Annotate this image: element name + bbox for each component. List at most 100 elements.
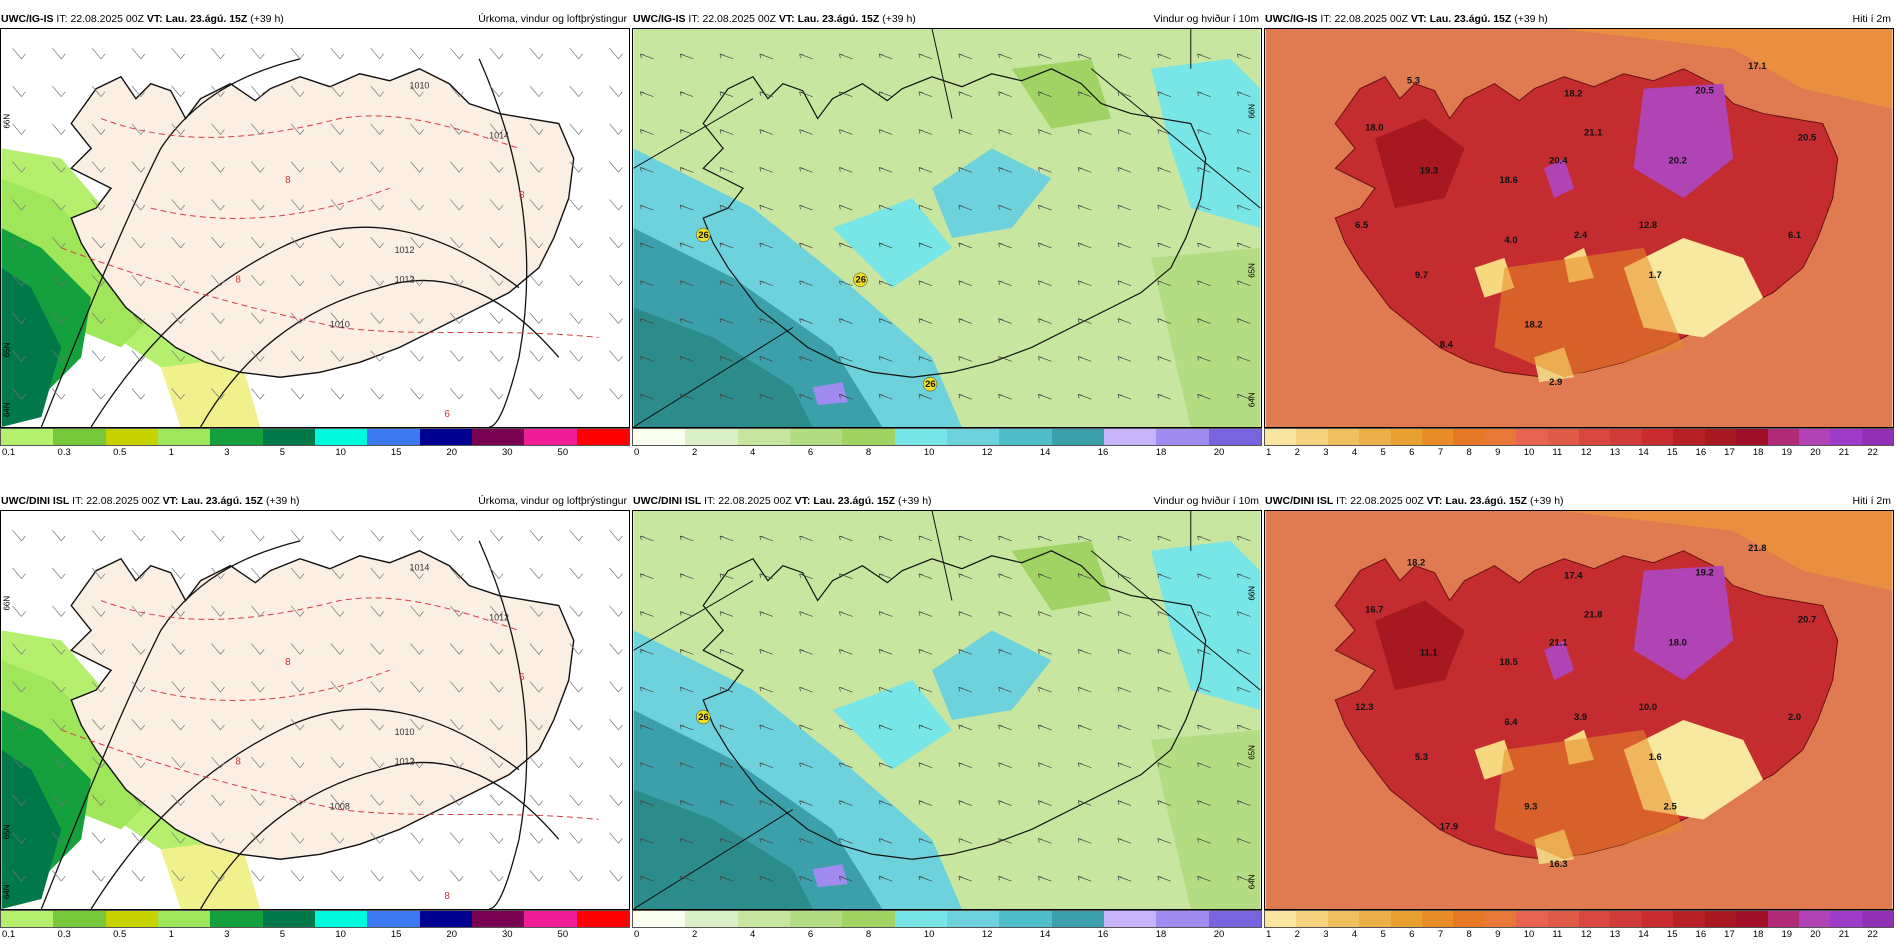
it-text: 22.08.2025 00Z [718,495,792,507]
wind-barb [759,838,773,844]
wind-barb [52,529,66,542]
colorbar-swatch [1579,429,1611,445]
colorbar-tick-label: 4 [749,447,756,458]
wind-barb [1077,838,1092,844]
latitude-label: 65N [1247,745,1256,760]
wind-barb [839,394,853,400]
it-label-text: IT: [1336,495,1348,507]
wind-barb [52,47,66,60]
wind-barb [679,573,694,579]
wind-barb [1038,573,1052,579]
wind-barb [91,237,106,249]
colorbar-tick-label: 15 [1666,447,1678,458]
wind-barb [1157,686,1171,693]
contour-label: 8 [285,657,291,668]
colorbar-tick-label: 3 [224,447,230,458]
contour-label: 1008 [330,802,350,812]
wind-barb [91,643,106,655]
wind-barb [171,161,185,173]
map-area[interactable]: 1010 1014 1012 1012 1010 8 8 8 6 66N 65N 64N [0,28,630,428]
wind-barb [878,800,893,806]
wind-barb [1197,535,1211,542]
colorbar-tick-label: 30 [501,447,513,458]
wind-barb [370,567,384,579]
colorbar-tick-label: 50 [557,447,569,458]
map-area[interactable]: 26 26 26 66N 65N 64N [632,28,1262,428]
wind-barb [370,681,384,693]
wind-barb [998,129,1012,135]
wind-barb [679,356,694,362]
vt-text: Lau. 23.ágú. 15Z [797,13,880,25]
vt-label-text: VT: [162,495,179,507]
wind-barb [759,356,773,362]
wind-barb [529,643,544,655]
wind-barb [211,681,225,693]
wind-barb [489,567,504,579]
wind-barb [171,199,185,211]
wind-barb [609,605,623,617]
wind-barb [1197,356,1211,362]
wind-barb [52,350,66,362]
map-area[interactable]: 1014 1012 1012 1010 1008 8 8 6 8 66N 65N 64N [0,510,630,910]
wind-barb [211,870,225,882]
map-panel-precip: UWC/DINI ISL IT: 22.08.2025 00Z VT: Lau.… [0,492,630,947]
wind-barb [679,838,694,844]
wind-barb [679,686,694,693]
vt-text: Lau. 23.ágú. 15Z [1445,495,1528,507]
vt-label-text: VT: [1410,13,1427,25]
colorbar-swatch [53,911,106,927]
wind-barb [12,388,26,400]
colorbar-swatch [1861,429,1894,445]
wind-barb [131,388,146,400]
colorbar-tick-label: 17 [1724,929,1735,940]
wind-barb [839,129,853,135]
vt-text: Lau. 23.ágú. 15Z [1429,13,1512,25]
wind-barb [1157,280,1171,287]
wind-barb [12,870,26,882]
colorbar-swatch [1,429,54,445]
wind-barb [1237,394,1251,400]
wind-barb [370,47,384,60]
run-info: UWC/DINI ISL IT: 22.08.2025 00Z VT: Lau.… [633,492,932,510]
colorbar-tick-label: 1 [1266,929,1272,940]
it-text: 22.08.2025 00Z [1350,495,1424,507]
wind-barb [370,274,384,286]
wind-barb [251,794,265,806]
panel-header: UWC/DINI ISL IT: 22.08.2025 00Z VT: Lau.… [0,492,630,510]
wind-barb [918,535,933,542]
model-text: UWC/IG-IS [1,13,54,25]
wind-barb [679,649,694,655]
colorbar-swatch [314,429,368,445]
gust-marker [696,709,711,725]
wind-barb [52,274,66,286]
wind-barb [12,832,26,844]
wind-barb [410,643,424,655]
wind-barb [12,643,26,655]
map-area[interactable]: 26 66N 65N 64N [632,510,1262,910]
wind-barb [918,356,933,362]
wind-barb [1157,204,1171,211]
wind-barb [529,681,544,693]
panel-header: UWC/DINI ISL IT: 22.08.2025 00Z VT: Lau.… [632,492,1262,510]
colorbar [0,910,630,928]
precip-area [1,178,151,348]
wind-barb [290,643,305,655]
wind-barb [450,643,464,655]
wind-barb [12,85,26,97]
wind-barb [878,394,893,400]
wind-barb [1197,129,1211,135]
contour-label: 1010 [395,727,415,737]
wind-barb [290,199,305,211]
map-area[interactable]: 18.2 16.7 17.4 19.2 21.8 11.1 21.8 21.1 18.0 20.7… [1264,510,1894,910]
wind-barb [609,832,623,844]
wind-barb [958,204,972,211]
precip-area [1,267,62,427]
wind-barb [609,161,623,173]
wind-barb [1117,535,1132,542]
map-area[interactable]: 5.3 18.0 18.2 20.5 17.1 19.3 21.1 20.4 20.2 20.5 1… [1264,28,1894,428]
colorbar-tick-label: 22 [1867,929,1878,940]
colorbar-swatch [999,911,1052,927]
lead-text: (+39 h) [265,495,300,507]
wind-barb [410,719,424,731]
colorbar-tick-label: 14 [1039,447,1051,458]
